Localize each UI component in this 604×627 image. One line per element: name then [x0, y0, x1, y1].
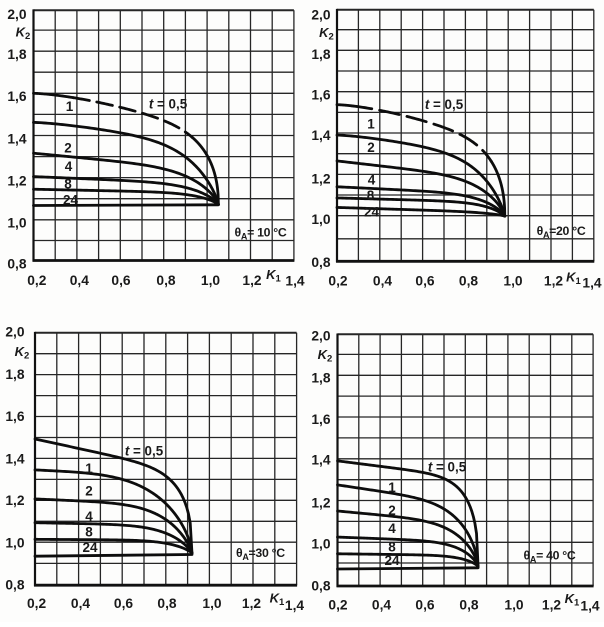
svg-text:1,4: 1,4 [285, 598, 305, 613]
svg-text:1: 1 [367, 116, 375, 131]
svg-text:8: 8 [388, 539, 396, 554]
svg-text:2,0: 2,0 [311, 7, 331, 22]
svg-text:1,6: 1,6 [311, 412, 331, 427]
svg-text:0,8: 0,8 [311, 255, 331, 270]
svg-text:t = 0,5: t = 0,5 [425, 97, 464, 112]
svg-text:24: 24 [384, 553, 400, 568]
svg-text:0,8: 0,8 [7, 256, 27, 271]
svg-text:1: 1 [85, 461, 93, 476]
svg-text:0,8: 0,8 [459, 274, 479, 289]
svg-text:1,4: 1,4 [285, 273, 305, 288]
svg-text:24: 24 [63, 192, 79, 207]
svg-text:1,2: 1,2 [242, 273, 262, 288]
svg-text:0,6: 0,6 [415, 598, 435, 613]
svg-text:0,4: 0,4 [372, 598, 392, 613]
svg-text:θA= 40 °C: θA= 40 °C [524, 548, 576, 564]
svg-text:θA=30 °C: θA=30 °C [236, 546, 285, 562]
svg-text:0,8: 0,8 [459, 598, 479, 613]
svg-text:0,8: 0,8 [5, 578, 25, 593]
svg-text:1,0: 1,0 [311, 212, 331, 227]
svg-text:1,2: 1,2 [542, 598, 562, 613]
svg-text:1,0: 1,0 [201, 273, 221, 288]
svg-text:1,0: 1,0 [503, 274, 523, 289]
svg-text:1,0: 1,0 [311, 537, 331, 552]
svg-text:1,2: 1,2 [544, 274, 564, 289]
svg-text:1,8: 1,8 [311, 47, 331, 62]
svg-text:0,6: 0,6 [415, 274, 435, 289]
svg-text:t = 0,5: t = 0,5 [149, 97, 188, 112]
svg-text:2: 2 [64, 140, 72, 155]
svg-text:8: 8 [64, 176, 72, 191]
svg-text:1,0: 1,0 [202, 596, 222, 611]
svg-text:1,2: 1,2 [7, 174, 27, 189]
svg-text:2,0: 2,0 [7, 7, 27, 22]
svg-text:1: 1 [66, 99, 74, 114]
svg-text:1,2: 1,2 [242, 596, 262, 611]
svg-text:1,2: 1,2 [5, 493, 25, 508]
svg-text:2: 2 [388, 503, 396, 518]
svg-text:1,6: 1,6 [5, 409, 25, 424]
svg-text:0,4: 0,4 [71, 596, 91, 611]
svg-text:1,0: 1,0 [7, 216, 27, 231]
svg-text:0,2: 0,2 [27, 273, 47, 288]
svg-text:1,0: 1,0 [504, 598, 524, 613]
svg-text:2,0: 2,0 [5, 324, 25, 339]
svg-text:2: 2 [367, 140, 375, 155]
svg-text:24: 24 [82, 540, 98, 555]
svg-text:0,2: 0,2 [328, 598, 348, 613]
svg-text:24: 24 [364, 204, 380, 219]
svg-text:4: 4 [388, 521, 396, 536]
svg-text:t = 0,5: t = 0,5 [428, 460, 467, 475]
svg-text:8: 8 [367, 188, 375, 203]
svg-text:1,8: 1,8 [311, 371, 331, 386]
svg-text:0,8: 0,8 [311, 579, 331, 594]
svg-text:1,8: 1,8 [5, 367, 25, 382]
svg-text:0,8: 0,8 [157, 596, 177, 611]
svg-text:0,2: 0,2 [27, 596, 47, 611]
svg-text:4: 4 [368, 172, 376, 187]
svg-text:0,6: 0,6 [114, 596, 134, 611]
svg-text:0,4: 0,4 [373, 274, 393, 289]
svg-text:1,0: 1,0 [5, 535, 25, 550]
svg-text:2: 2 [85, 483, 93, 498]
svg-text:0,6: 0,6 [111, 273, 131, 288]
svg-text:8: 8 [85, 524, 93, 539]
svg-text:4: 4 [85, 509, 93, 524]
svg-text:t = 0,5: t = 0,5 [125, 444, 164, 459]
svg-text:1,4: 1,4 [311, 453, 331, 468]
svg-text:0,8: 0,8 [156, 273, 176, 288]
svg-text:1,2: 1,2 [311, 172, 331, 187]
svg-text:1,4: 1,4 [7, 131, 27, 146]
svg-text:θA= 10 °C: θA= 10 °C [235, 226, 287, 242]
svg-text:1: 1 [388, 480, 396, 495]
svg-text:1,2: 1,2 [311, 496, 331, 511]
svg-text:1,6: 1,6 [7, 89, 27, 104]
svg-text:1,4: 1,4 [311, 128, 331, 143]
svg-text:1,6: 1,6 [311, 87, 331, 102]
svg-text:θA=20 °C: θA=20 °C [537, 224, 586, 240]
svg-text:1,4: 1,4 [582, 276, 602, 291]
svg-text:1,4: 1,4 [580, 598, 600, 613]
svg-text:1,8: 1,8 [7, 47, 27, 62]
svg-text:0,4: 0,4 [70, 273, 90, 288]
svg-text:1,4: 1,4 [5, 451, 25, 466]
svg-text:0,2: 0,2 [328, 274, 348, 289]
svg-text:4: 4 [65, 159, 73, 174]
svg-text:2,0: 2,0 [311, 329, 331, 344]
